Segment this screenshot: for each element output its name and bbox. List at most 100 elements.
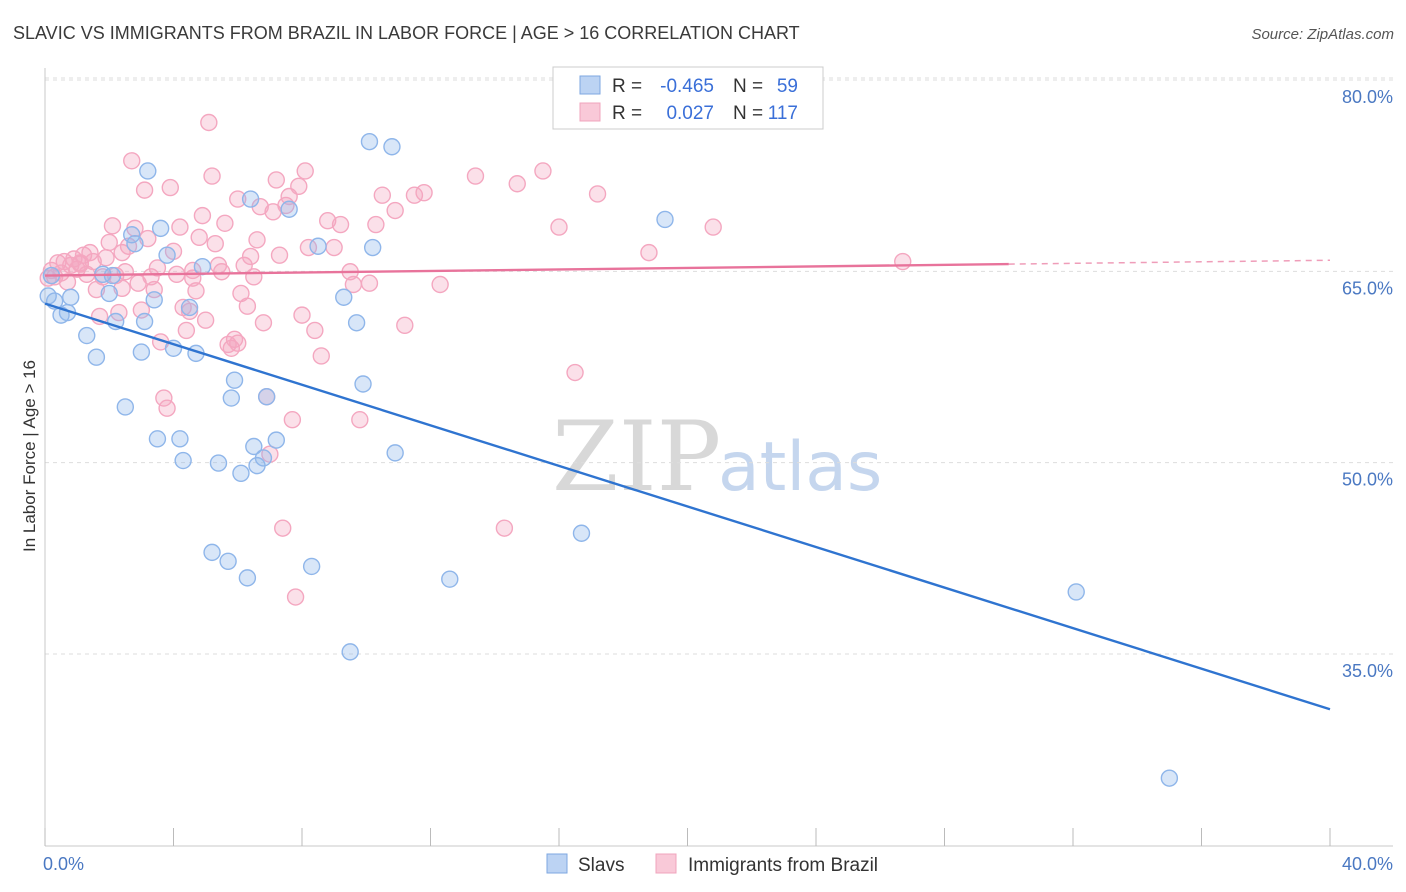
bottom-legend-label-brazil: Immigrants from Brazil (688, 855, 878, 876)
brazil-point (245, 268, 263, 286)
legend-r-value-brazil: 0.027 (666, 103, 714, 124)
slavs-point (360, 132, 379, 151)
brazil-point (290, 177, 308, 195)
brazil-point (110, 303, 128, 322)
brazil-point (113, 243, 131, 262)
brazil-point (187, 282, 205, 300)
slavs-point (148, 430, 167, 448)
slavs-point (280, 200, 298, 218)
slavs-point (386, 444, 404, 462)
slavs-point (254, 449, 273, 467)
x-tick-label: 0.0% (43, 854, 84, 874)
brazil-point (495, 519, 514, 537)
brazil-point (508, 175, 526, 193)
y-tick-labels: 80.0% 65.0% 50.0% 35.0% (1342, 87, 1393, 681)
stats-legend: R = -0.465 N = 59 R = 0.027 N = 117 (552, 66, 824, 130)
brazil-point (254, 314, 273, 332)
brazil-point (534, 162, 552, 180)
brazil-point (704, 218, 722, 236)
brazil-point (123, 152, 141, 170)
brazil-point (283, 411, 302, 429)
slavs-point (572, 524, 591, 542)
y-axis-label: In Labor Force | Age > 16 (20, 360, 39, 552)
legend-r-label-slavs: R = (612, 76, 642, 97)
brazil-point (196, 311, 215, 329)
series-slavs (39, 132, 1179, 787)
brazil-point (396, 316, 414, 335)
brazil-point (894, 252, 912, 271)
slavs-point (335, 288, 353, 306)
brazil-point (84, 252, 102, 271)
x-tick-label: 40.0% (1342, 854, 1393, 874)
brazil-point (203, 167, 221, 185)
slavs-point (241, 190, 260, 208)
slavs-point (245, 437, 263, 456)
slavs-point (225, 371, 244, 389)
brazil-point (566, 363, 584, 382)
brazil-point (306, 321, 324, 340)
brazil-point (216, 214, 234, 232)
brazil-point (155, 389, 173, 407)
legend-r-label-brazil: R = (612, 103, 642, 124)
slavs-point (116, 398, 135, 416)
slavs-point (383, 138, 401, 156)
slavs-point (193, 257, 212, 276)
brazil-point (588, 185, 607, 203)
slavs-point (209, 454, 228, 472)
slavs-point (151, 219, 170, 238)
y-tick-label: 50.0% (1342, 470, 1393, 490)
gridlines (45, 77, 1393, 655)
slavs-point (145, 291, 163, 309)
brazil-point (229, 190, 247, 208)
trend-line-brazil-extension (1008, 259, 1331, 265)
brazil-point (274, 519, 292, 537)
trend-line-slavs (44, 302, 1331, 711)
brazil-point (171, 218, 189, 236)
series-legend: Slavs Immigrants from Brazil (546, 853, 878, 876)
slavs-point (656, 210, 674, 229)
slavs-point (257, 388, 276, 406)
slavs-point (354, 375, 372, 393)
slavs-point (219, 552, 237, 571)
brazil-point (103, 217, 122, 235)
brazil-point (142, 268, 160, 286)
legend-n-value-brazil: 117 (768, 103, 798, 124)
chart-source: Source: ZipAtlas.com (1251, 26, 1394, 43)
slavs-point (78, 326, 96, 345)
slavs-point (363, 238, 382, 257)
slavs-point (232, 464, 250, 482)
y-tick-label: 35.0% (1342, 661, 1393, 681)
slavs-point (267, 431, 285, 449)
brazil-point (296, 162, 314, 180)
x-tick-labels: 0.0% 40.0% (43, 854, 1393, 874)
bottom-legend-swatch-slavs (546, 853, 568, 874)
slavs-point (135, 312, 154, 331)
brazil-point (241, 247, 260, 266)
brazil-point (100, 233, 118, 252)
slavs-point (158, 246, 176, 264)
legend-r-value-slavs: -0.465 (660, 76, 714, 97)
legend-n-label-brazil: N = (733, 103, 763, 124)
slavs-point (341, 643, 359, 661)
brazil-point (135, 181, 154, 199)
brazil-point (415, 183, 433, 202)
trend-line-brazil (44, 262, 1009, 277)
brazil-point (319, 212, 337, 230)
slavs-point (238, 569, 257, 587)
brazil-point (344, 275, 363, 294)
brazil-point (286, 588, 305, 606)
brazil-point (180, 302, 199, 320)
brazil-point (386, 201, 404, 220)
slavs-point (180, 298, 199, 317)
slavs-point (126, 234, 144, 253)
x-axis-ticks (44, 828, 1331, 846)
brazil-point (113, 279, 131, 298)
brazil-point (293, 306, 311, 324)
y-tick-label: 65.0% (1342, 278, 1393, 298)
legend-n-value-slavs: 59 (777, 76, 798, 97)
brazil-point (193, 206, 212, 225)
brazil-point (71, 254, 90, 272)
brazil-point (550, 218, 568, 236)
brazil-point (177, 321, 196, 340)
